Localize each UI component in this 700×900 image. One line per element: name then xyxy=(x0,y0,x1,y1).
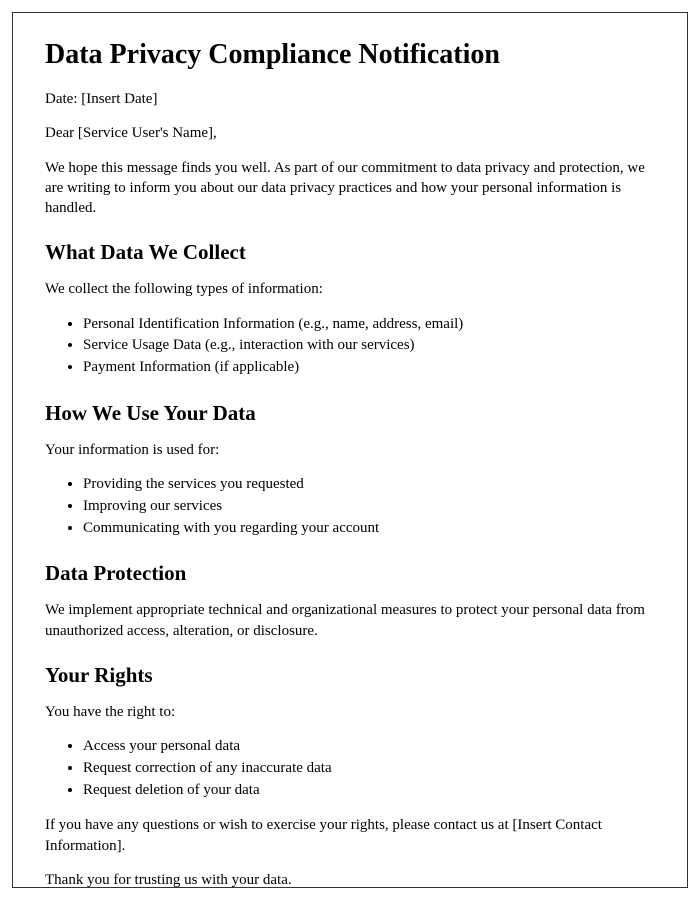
use-list: Providing the services you requested Imp… xyxy=(83,474,655,539)
protection-body: We implement appropriate technical and o… xyxy=(45,600,655,641)
date-line: Date: [Insert Date] xyxy=(45,89,655,109)
list-item: Request deletion of your data xyxy=(83,780,655,802)
thanks-paragraph: Thank you for trusting us with your data… xyxy=(45,870,655,888)
list-item: Access your personal data xyxy=(83,736,655,758)
list-item: Providing the services you requested xyxy=(83,474,655,496)
page-title: Data Privacy Compliance Notification xyxy=(45,39,655,71)
section-heading-collect: What Data We Collect xyxy=(45,240,655,265)
intro-paragraph: We hope this message finds you well. As … xyxy=(45,158,655,219)
collect-list: Personal Identification Information (e.g… xyxy=(83,314,655,379)
rights-list: Access your personal data Request correc… xyxy=(83,736,655,801)
list-item: Request correction of any inaccurate dat… xyxy=(83,758,655,780)
list-item: Payment Information (if applicable) xyxy=(83,357,655,379)
list-item: Improving our services xyxy=(83,496,655,518)
section-lead-collect: We collect the following types of inform… xyxy=(45,279,655,299)
document-page: Data Privacy Compliance Notification Dat… xyxy=(12,12,688,888)
list-item: Service Usage Data (e.g., interaction wi… xyxy=(83,335,655,357)
contact-paragraph: If you have any questions or wish to exe… xyxy=(45,815,655,856)
section-heading-protection: Data Protection xyxy=(45,561,655,586)
list-item: Communicating with you regarding your ac… xyxy=(83,518,655,540)
list-item: Personal Identification Information (e.g… xyxy=(83,314,655,336)
section-lead-rights: You have the right to: xyxy=(45,702,655,722)
section-lead-use: Your information is used for: xyxy=(45,440,655,460)
greeting-line: Dear [Service User's Name], xyxy=(45,123,655,143)
section-heading-rights: Your Rights xyxy=(45,663,655,688)
section-heading-use: How We Use Your Data xyxy=(45,401,655,426)
